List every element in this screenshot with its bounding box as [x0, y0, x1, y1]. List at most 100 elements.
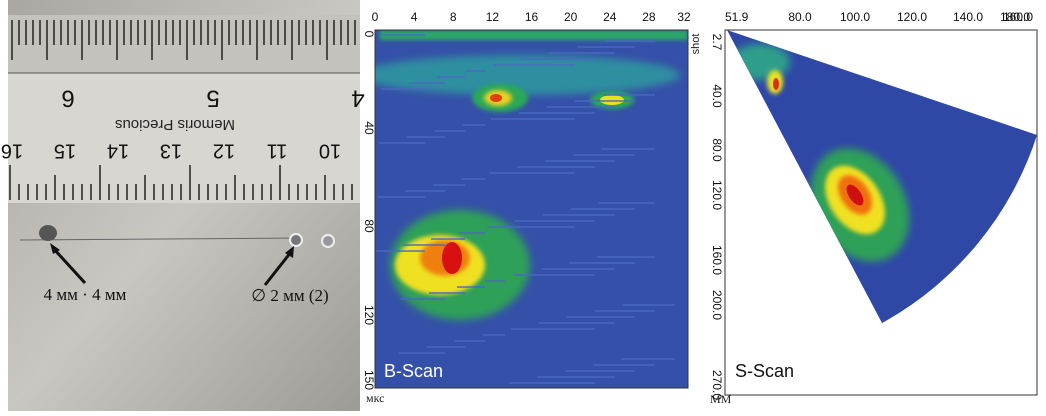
ruler-number: 4	[351, 85, 364, 112]
streak	[405, 190, 445, 192]
streak	[623, 304, 675, 306]
defect-right-2	[322, 235, 334, 247]
streak	[489, 172, 575, 174]
streak	[459, 232, 485, 234]
streak	[519, 112, 595, 114]
b-scan-panel: B-Scan shot мкс	[360, 0, 702, 411]
streak	[401, 298, 445, 300]
streak	[521, 58, 595, 60]
streak	[537, 376, 615, 378]
photo: 4 мм · 4 мм ∅ 2 мм (2) Memoris Precious	[8, 0, 360, 411]
streak	[571, 208, 635, 210]
streak	[437, 76, 465, 78]
y-tick-label: 40.0	[710, 84, 724, 108]
x-tick-label: 140.0	[953, 10, 983, 24]
streak	[515, 220, 595, 222]
streak	[407, 136, 445, 138]
streak	[383, 34, 425, 36]
ruler-number: 15	[54, 140, 76, 162]
streak	[377, 196, 425, 198]
y-tick-label: 270.0	[710, 370, 724, 400]
streak	[435, 130, 465, 132]
streak	[511, 328, 595, 330]
x-tick-label: 4	[411, 10, 418, 24]
streak	[597, 256, 655, 258]
streak	[543, 214, 615, 216]
y-tick-label: 160.0	[710, 245, 724, 275]
x-unit: shot	[690, 34, 702, 55]
y-tick-label: 150	[362, 370, 376, 390]
streak	[403, 244, 445, 246]
streak	[493, 64, 575, 66]
streak	[569, 262, 635, 264]
x-tick-label: 51.9	[725, 10, 749, 24]
streak	[621, 358, 675, 360]
ruler-number: 13	[160, 140, 182, 162]
x-tick-label: 100.0	[840, 10, 870, 24]
x-tick-label: 24	[603, 10, 617, 24]
streak	[487, 226, 575, 228]
defect-label: ∅ 2 мм (2)	[251, 286, 328, 305]
x-tick-label: 8	[450, 10, 457, 24]
ruler-number: 6	[61, 85, 74, 112]
x-tick-label: 20	[564, 10, 578, 24]
streak	[509, 382, 595, 384]
ruler-number: 12	[213, 140, 235, 162]
ruler-number: 10	[319, 140, 341, 162]
x-tick-label: 28	[642, 10, 656, 24]
x-tick-label: 0	[372, 10, 379, 24]
echo	[490, 94, 502, 102]
x-tick-label: 12	[486, 10, 500, 24]
streak	[603, 94, 655, 96]
streak	[601, 148, 655, 150]
streak	[461, 178, 485, 180]
streak	[485, 280, 505, 282]
y-unit: мкс	[366, 391, 384, 405]
x-tick-label: 120.0	[897, 10, 927, 24]
streak	[549, 52, 615, 54]
streak	[517, 166, 595, 168]
streak	[573, 154, 635, 156]
defect-left	[39, 225, 57, 241]
streak	[491, 118, 575, 120]
s-scan-panel: S-Scan ММ	[710, 30, 1037, 406]
streak	[593, 364, 655, 366]
defect-label: 4 мм · 4 мм	[44, 285, 127, 304]
streak	[483, 334, 505, 336]
y-tick-label: 120	[362, 305, 376, 325]
streak	[565, 370, 635, 372]
streak	[429, 292, 465, 294]
streak	[463, 124, 485, 126]
streak	[379, 142, 425, 144]
streak	[375, 250, 425, 252]
y-tick-label: 0	[362, 31, 376, 38]
y-tick-label: 2.7	[710, 34, 724, 51]
streak	[381, 88, 425, 90]
streak	[409, 82, 445, 84]
defect-right	[290, 234, 302, 246]
y-tick-label: 80	[362, 219, 376, 233]
echo	[442, 242, 462, 274]
x-tick-label: 80.0	[788, 10, 812, 24]
streak	[577, 46, 635, 48]
streak	[457, 286, 485, 288]
streak	[567, 316, 635, 318]
panel-title: B-Scan	[384, 361, 443, 381]
y-tick-label: 120.0	[710, 180, 724, 210]
x-tick-label: 16	[525, 10, 539, 24]
streak	[545, 160, 615, 162]
streak	[431, 238, 465, 240]
streak	[465, 70, 485, 72]
y-tick-label: 80.0	[710, 138, 724, 162]
y-tick-label: 200.0	[710, 290, 724, 320]
ruler-brand: Memoris Precious	[115, 116, 235, 133]
x-tick-label: 180.0	[1000, 10, 1030, 24]
streak	[455, 340, 485, 342]
y-tick-label: 40	[362, 121, 376, 135]
ruler-number: 5	[206, 85, 219, 112]
panel-title: S-Scan	[735, 361, 794, 381]
ruler-number: 16	[1, 140, 23, 162]
streak	[399, 352, 445, 354]
streak	[541, 268, 615, 270]
streak	[513, 274, 595, 276]
